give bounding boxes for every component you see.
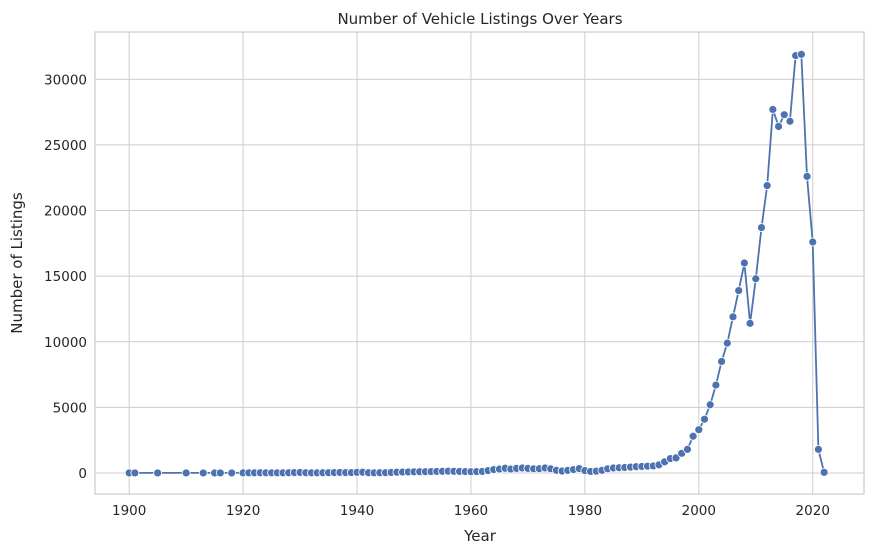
data-point [768,105,778,114]
data-point [819,467,829,477]
x-tick-label: 1960 [454,503,488,519]
x-tick-label: 2000 [682,503,716,519]
data-point [153,468,163,478]
x-tick-label: 1940 [340,503,374,519]
grid-lines [95,32,864,494]
x-axis-label: Year [463,527,497,545]
data-point [751,274,761,284]
data-point [688,431,698,441]
y-tick-label: 20000 [44,204,87,220]
data-point [215,468,225,478]
data-point [802,171,812,181]
data-point [130,468,140,478]
y-tick-label: 25000 [44,138,87,154]
data-point [694,425,704,435]
data-point [762,181,772,190]
y-axis-label: Number of Listings [8,192,26,334]
data-point [705,400,715,410]
data-point [739,258,749,268]
y-tick-label: 15000 [44,269,87,285]
y-tick-label: 30000 [44,72,87,88]
data-point [683,444,692,454]
data-point [717,357,726,366]
x-tick-label: 1980 [568,503,602,519]
data-point [700,414,709,424]
data-point [227,468,237,478]
y-tick-label: 10000 [44,335,87,351]
series-line [129,53,825,474]
data-point [757,223,766,232]
data-point [181,468,191,478]
data-point [785,116,795,126]
data-point [671,453,681,463]
data-point [808,237,818,247]
tick-labels: 1900 1920 1940 1960 1980 2000 2020 0 5000 10000 15… [44,72,830,519]
data-point [774,122,783,131]
data-point [198,468,208,478]
data-point [734,286,744,295]
x-tick-label: 1900 [112,503,146,519]
plot-frame [94,31,865,495]
data-point [779,110,789,120]
series-layer [124,49,829,478]
y-tick-label: 0 [78,466,87,482]
x-tick-label: 2020 [796,503,830,519]
data-point [728,312,738,322]
data-point [814,444,823,454]
y-tick-label: 5000 [53,400,87,416]
data-point [711,380,721,390]
chart-title: Number of Vehicle Listings Over Years [337,10,622,28]
data-point [745,318,755,328]
data-point [722,338,732,348]
x-tick-label: 1920 [226,503,260,519]
data-point [796,49,806,59]
